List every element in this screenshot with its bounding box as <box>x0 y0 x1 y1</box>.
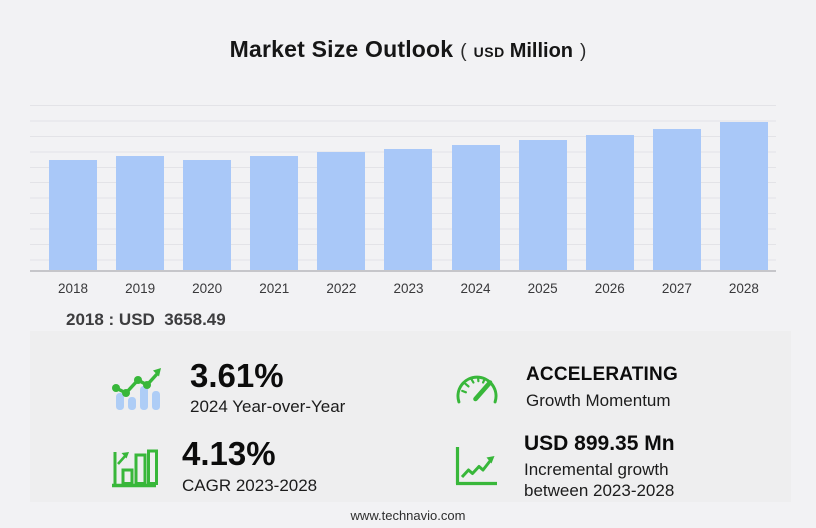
bar-2028 <box>719 122 768 270</box>
bar-2021 <box>250 156 299 270</box>
stat-cagr-value: 4.13% <box>182 434 276 472</box>
chart-title-main: Market Size Outlook <box>229 36 454 62</box>
x-axis-label-2028: 2028 <box>728 281 759 296</box>
x-axis-label-2025: 2025 <box>527 281 558 296</box>
chart-title-paren-close: ) <box>580 41 587 62</box>
bar-2026 <box>585 134 634 270</box>
bar-2022 <box>317 152 366 270</box>
bar-2019 <box>116 156 165 270</box>
bar-2020 <box>183 160 232 270</box>
x-axis-label-2022: 2022 <box>326 281 357 296</box>
bars-container <box>30 105 776 270</box>
stat-incremental-value: USD 899.35 Mn <box>524 432 675 455</box>
market-size-bar-chart: 2018 2019 2020 2021 2022 2023 2024 2025 2026 2027… <box>30 105 776 296</box>
stat-incremental-label-line2: between 2023-2028 <box>524 481 675 501</box>
bar-2027 <box>652 128 701 270</box>
stat-incremental-growth: USD 899.35 Mn Incremental growth between… <box>412 431 791 502</box>
technavio-url: www.technavio.com <box>350 508 466 523</box>
speedometer-icon <box>452 368 502 408</box>
bars-with-trend-line-icon <box>110 365 166 411</box>
base-year-value-annotation: 2018 : USD 3658.49 <box>66 310 226 329</box>
bar-2023 <box>384 149 433 270</box>
stat-growth-momentum: ACCELERATING Growth Momentum <box>412 345 791 431</box>
stat-cagr: 4.13% CAGR 2023-2028 <box>30 431 412 502</box>
chart-title: Market Size Outlook ( USD Million ) <box>0 36 816 63</box>
bar-chart-growth-icon <box>110 443 158 489</box>
x-axis-label-2018: 2018 <box>57 281 89 296</box>
stat-incremental-label-line1: Incremental growth <box>524 460 669 480</box>
x-axis-label-2027: 2027 <box>661 281 692 296</box>
bar-2024 <box>451 145 500 270</box>
stat-yoy-label: 2024 Year-over-Year <box>190 397 346 417</box>
stat-cagr-label: CAGR 2023-2028 <box>182 475 318 495</box>
x-axis-label-2026: 2026 <box>594 281 625 296</box>
stat-momentum-value: ACCELERATING <box>526 364 678 386</box>
x-axis-label-2024: 2024 <box>460 281 491 296</box>
stat-yoy-value: 3.61% <box>190 356 284 394</box>
stat-incremental-label: Incremental growth between 2023-2028 <box>524 459 675 502</box>
stat-yoy-growth: 3.61% 2024 Year-over-Year <box>30 345 412 431</box>
x-axis-labels: 2018 2019 2020 2021 2022 2023 2024 2025 2026 2027… <box>30 281 776 296</box>
x-axis-label-2023: 2023 <box>393 281 424 296</box>
bar-2025 <box>518 140 567 270</box>
stats-panel: 3.61% 2024 Year-over-Year <box>30 331 791 502</box>
stat-momentum-label: Growth Momentum <box>526 391 671 411</box>
x-axis-label-2019: 2019 <box>125 281 156 296</box>
x-axis-label-2020: 2020 <box>192 281 223 296</box>
chart-title-currency: USD <box>473 44 505 60</box>
x-axis-label-2021: 2021 <box>259 281 290 296</box>
chart-title-paren-open: ( <box>460 41 467 62</box>
bar-2018 <box>49 160 97 270</box>
chart-title-unit: Million <box>509 40 574 62</box>
chart-plot-area <box>30 105 776 272</box>
line-chart-axis-icon <box>452 443 500 489</box>
